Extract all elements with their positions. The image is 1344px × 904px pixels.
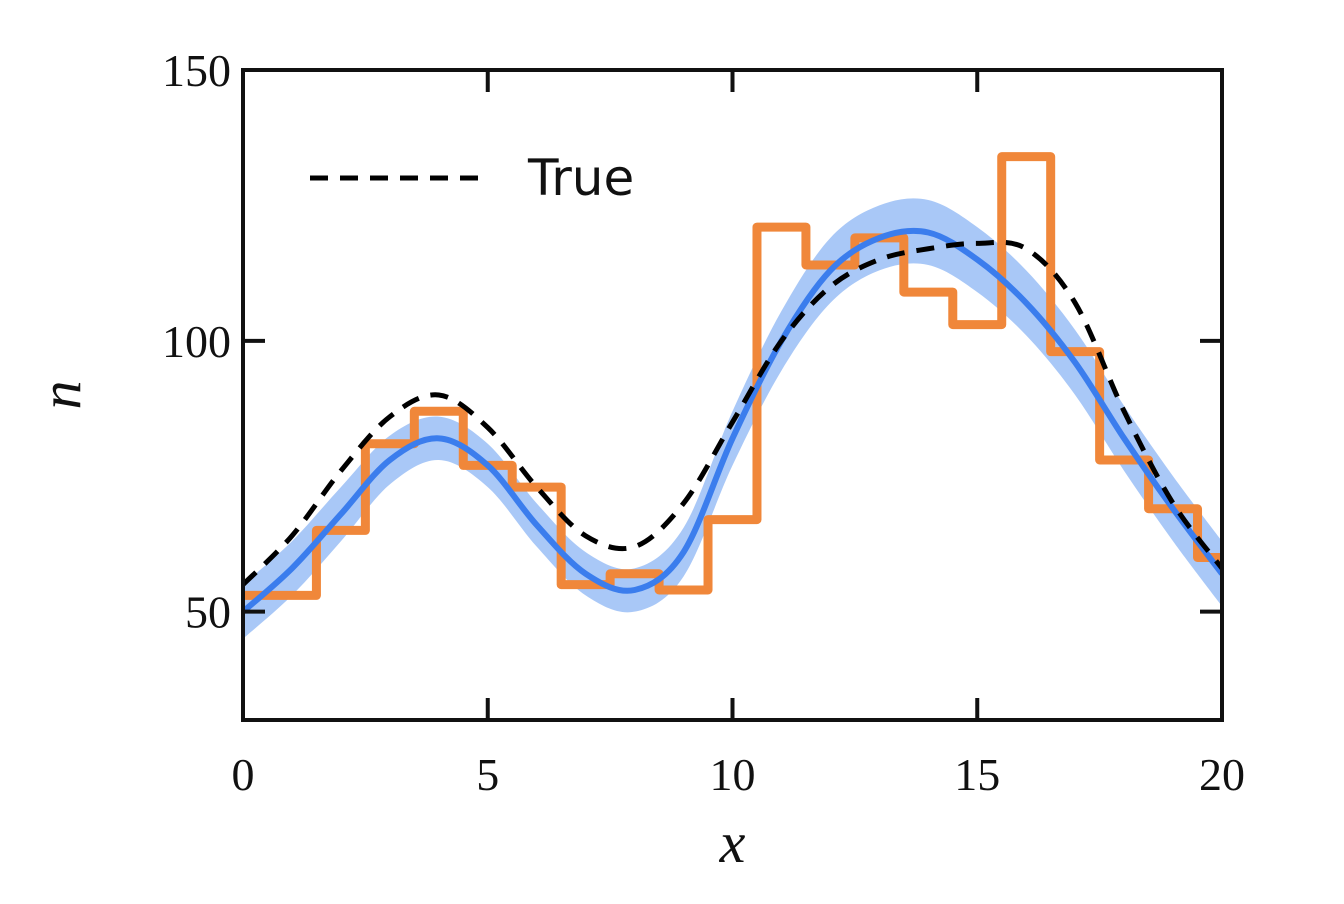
plot-area (243, 152, 1222, 639)
legend: True (310, 149, 634, 207)
x-tick-label: 15 (954, 749, 1000, 800)
x-tick-label: 5 (476, 749, 499, 800)
x-tick-label: 20 (1199, 749, 1245, 800)
true-line (243, 239, 1222, 587)
y-axis-label: n (28, 381, 93, 410)
fit-line (243, 227, 1222, 614)
x-axis-label: x (719, 810, 746, 875)
x-tick-label: 10 (710, 749, 756, 800)
legend-label-true: True (527, 149, 634, 207)
y-tick-label: 50 (185, 587, 231, 638)
x-tick-label: 0 (232, 749, 255, 800)
y-tick-label: 100 (162, 316, 231, 367)
y-tick-label: 150 (162, 45, 231, 96)
histogram-step-line (243, 152, 1222, 600)
tick-labels: 0 5 10 15 20 50 100 150 (162, 45, 1245, 800)
axis-ticks (241, 68, 1224, 720)
